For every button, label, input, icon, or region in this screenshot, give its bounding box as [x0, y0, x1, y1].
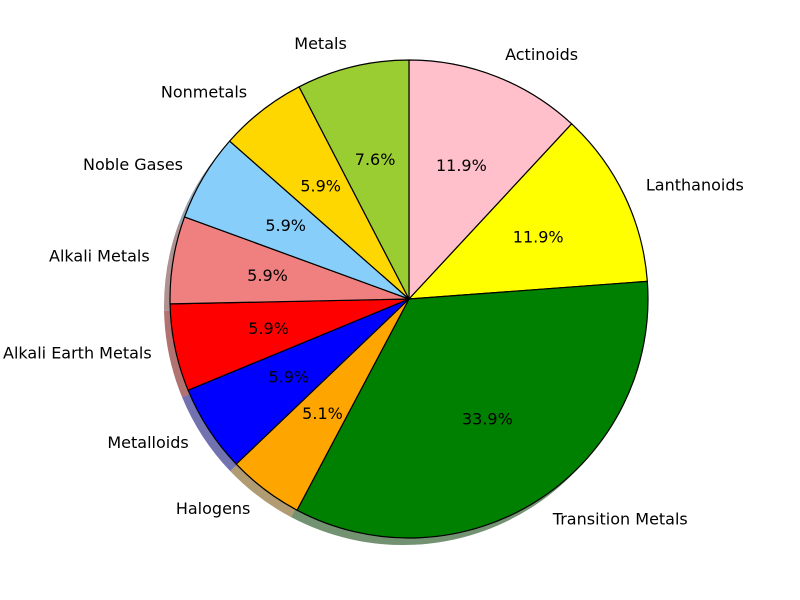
- category-label-noble-gases: Noble Gases: [83, 155, 183, 174]
- pie-percent-labels: 11.9% 11.9% 33.9% 5.1% 5.9% 5.9% 5.9% 5.9% 5.9% 7…: [247, 150, 563, 428]
- pie-category-labels: Actinoids Lanthanoids Transition Metals Hal…: [3, 34, 744, 528]
- pct-label-noble-gases: 5.9%: [265, 216, 306, 235]
- pct-label-metals: 7.6%: [355, 150, 396, 169]
- pct-label-transition-metals: 33.9%: [462, 410, 513, 429]
- category-label-metalloids: Metalloids: [107, 433, 188, 452]
- category-label-alkali-metals: Alkali Metals: [49, 246, 150, 265]
- category-label-transition-metals: Transition Metals: [552, 510, 688, 529]
- category-label-nonmetals: Nonmetals: [161, 82, 247, 101]
- pie-slices: [169, 59, 649, 539]
- category-label-metals: Metals: [294, 34, 347, 53]
- pct-label-alkali-metals: 5.9%: [247, 266, 288, 285]
- slice-actinoids: [408, 59, 573, 300]
- category-label-actinoids: Actinoids: [505, 45, 578, 64]
- pct-label-nonmetals: 5.9%: [300, 177, 341, 196]
- slice-lanthanoids: [408, 123, 648, 300]
- slice-metals: [298, 59, 410, 300]
- pct-label-halogens: 5.1%: [302, 404, 343, 423]
- pct-label-lanthanoids: 11.9%: [513, 227, 564, 246]
- category-label-halogens: Halogens: [176, 499, 251, 518]
- category-label-alkali-earth-metals: Alkali Earth Metals: [3, 343, 152, 362]
- pct-label-actinoids: 11.9%: [436, 156, 487, 175]
- pct-label-metalloids: 5.9%: [268, 368, 309, 387]
- category-label-lanthanoids: Lanthanoids: [646, 176, 744, 195]
- pct-label-alkali-earth-metals: 5.9%: [248, 319, 289, 338]
